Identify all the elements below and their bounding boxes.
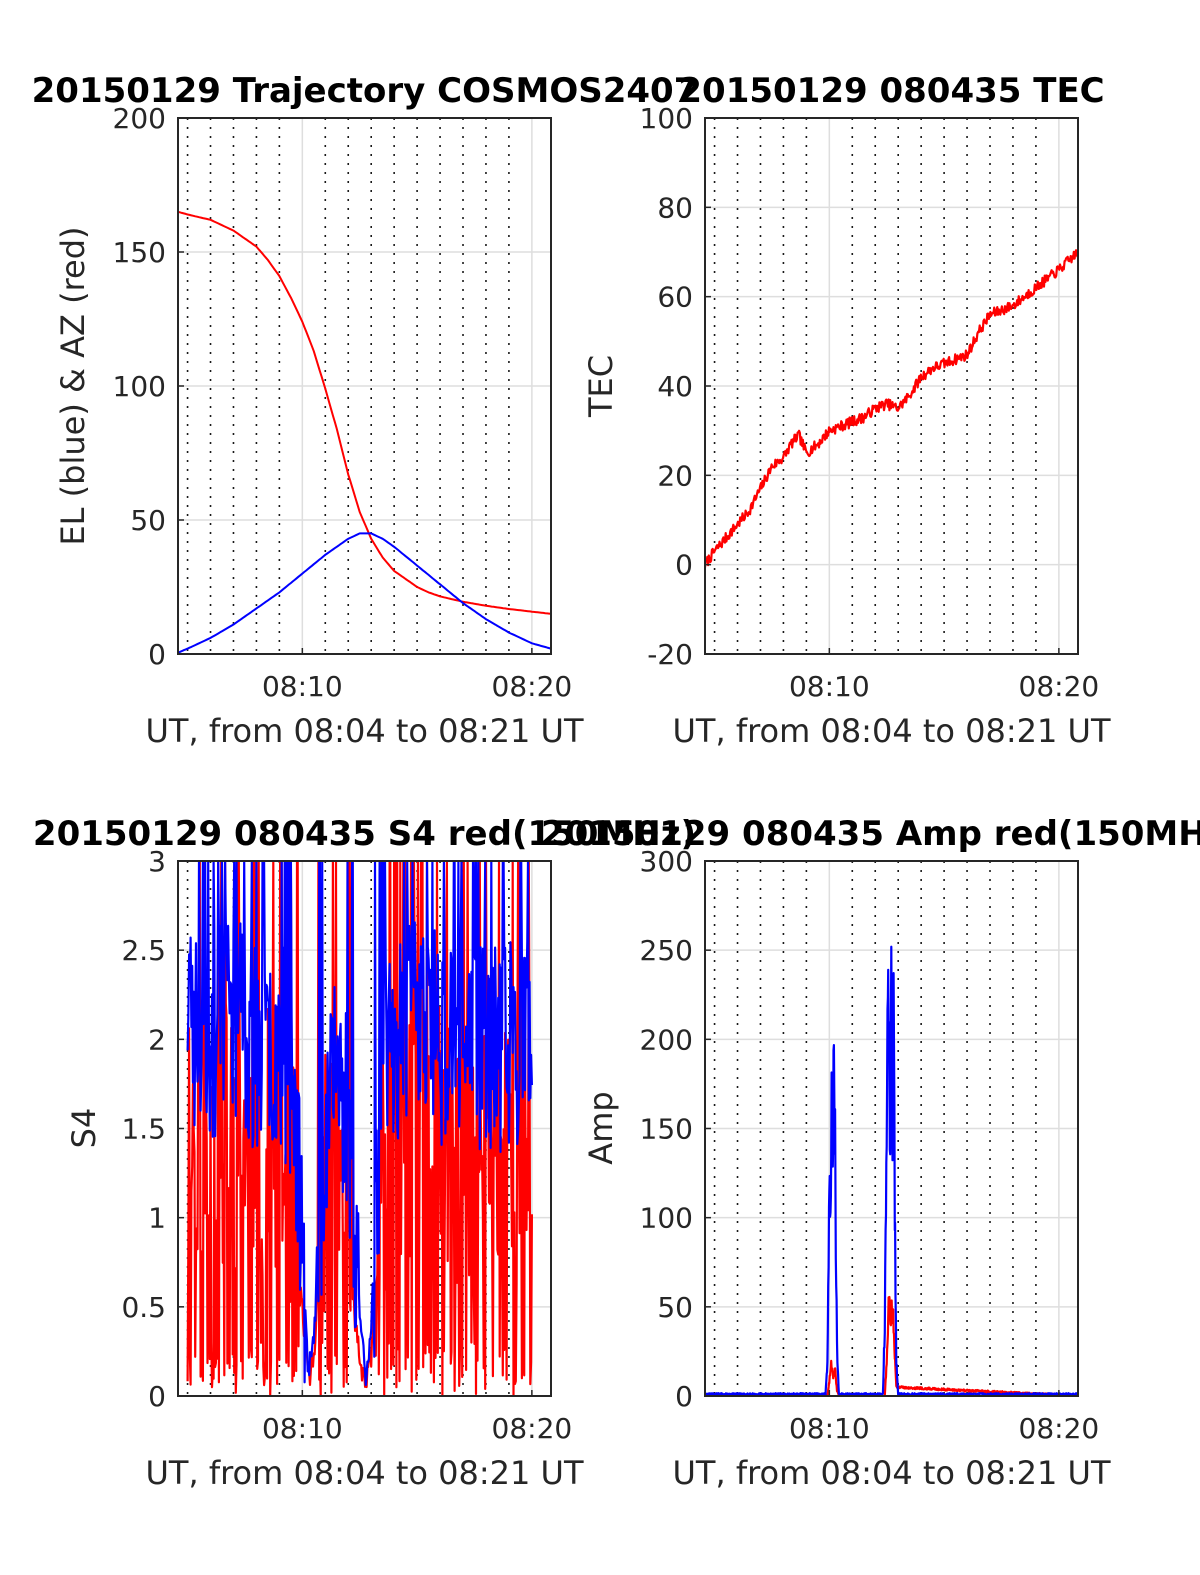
tec-y-tick-label: 20 (657, 459, 693, 492)
amp-x-axis-label: UT, from 08:04 to 08:21 UT (673, 1454, 1111, 1492)
s4-y-tick-label: 2 (148, 1023, 166, 1056)
traj-x-tick-label: 08:10 (262, 670, 343, 703)
tec-y-axis-label: TEC (582, 355, 620, 418)
tec-title: 20150129 080435 TEC (678, 71, 1104, 111)
s4-y-tick-label: 0 (148, 1380, 166, 1413)
amp-series-line-2 (705, 945, 1078, 1396)
tec-y-tick-label: -20 (647, 638, 693, 671)
s4-series-line-2 (186, 861, 533, 1386)
amp-y-tick-label: 200 (640, 1023, 693, 1056)
amp-x-tick-label: 08:20 (1019, 1412, 1100, 1445)
amp-y-tick-label: 150 (640, 1113, 693, 1146)
traj-x-tick-label: 08:20 (492, 670, 573, 703)
traj-y-tick-label: 0 (148, 638, 166, 671)
tec-y-tick-label: 40 (657, 370, 693, 403)
traj-series-line-1 (178, 210, 551, 615)
amp-title: 20150129 080435 Amp red(150MHz) (541, 814, 1200, 854)
s4-y-tick-label: 0.5 (121, 1291, 166, 1324)
s4-x-tick-label: 08:20 (492, 1412, 573, 1445)
amp-y-tick-label: 50 (657, 1291, 693, 1324)
trajectory-x-axis-label: UT, from 08:04 to 08:21 UT (146, 712, 584, 750)
traj-y-tick-label: 50 (130, 504, 166, 537)
trajectory-y-axis-label: EL (blue) & AZ (red) (54, 226, 92, 545)
s4-chart: 0 0.5 1 1.5 2 2.5 3 08:10 08:20 20150129 080435 … (33, 814, 696, 1492)
tec-series-line-1 (705, 249, 1078, 568)
amp-y-tick-label: 250 (640, 934, 693, 967)
tec-y-tick-label: 80 (657, 191, 693, 224)
tec-chart: -20 0 20 40 60 80 100 08:10 08:20 20150129 08043… (582, 71, 1111, 750)
tec-x-axis-label: UT, from 08:04 to 08:21 UT (673, 712, 1111, 750)
s4-y-axis-label: S4 (65, 1108, 103, 1149)
traj-series-line-2 (178, 532, 551, 654)
amp-chart: 0 50 100 150 200 250 300 08:10 08:20 20150129 08… (541, 814, 1200, 1492)
traj-y-tick-label: 200 (113, 102, 166, 135)
amp-y-tick-label: 0 (675, 1380, 693, 1413)
tec-x-tick-label: 08:20 (1019, 670, 1100, 703)
s4-x-axis-label: UT, from 08:04 to 08:21 UT (146, 1454, 584, 1492)
traj-y-tick-label: 150 (113, 236, 166, 269)
trajectory-title: 20150129 Trajectory COSMOS2407 (32, 71, 698, 111)
tec-x-tick-label: 08:10 (789, 670, 870, 703)
s4-y-tick-label: 2.5 (121, 934, 166, 967)
amp-y-tick-label: 100 (640, 1202, 693, 1235)
tec-y-tick-label: 0 (675, 549, 693, 582)
s4-x-tick-label: 08:10 (262, 1412, 343, 1445)
tec-y-tick-label: 60 (657, 281, 693, 314)
s4-y-tick-label: 1 (148, 1202, 166, 1235)
tec-y-tick-label: 100 (640, 102, 693, 135)
amp-x-tick-label: 08:10 (789, 1412, 870, 1445)
s4-y-tick-label: 3 (148, 845, 166, 878)
s4-y-tick-label: 1.5 (121, 1113, 166, 1146)
amp-y-axis-label: Amp (582, 1091, 620, 1164)
s4-series-line-1 (186, 861, 533, 1396)
traj-y-tick-label: 100 (113, 370, 166, 403)
s4-title: 20150129 080435 S4 red(150MHz) (33, 814, 696, 854)
amp-y-tick-label: 300 (640, 845, 693, 878)
